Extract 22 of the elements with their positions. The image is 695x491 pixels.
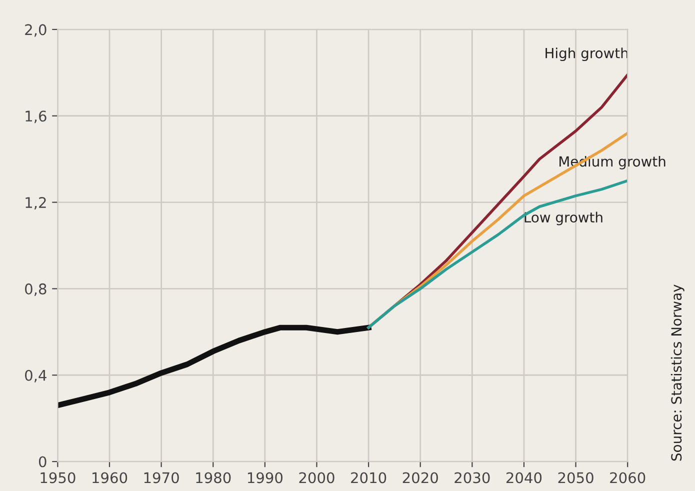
y-tick-label: 0,4	[25, 370, 46, 382]
series-label: High growth	[546, 48, 628, 62]
series-label: Low growth	[524, 212, 602, 226]
x-tick-label: 2040	[506, 472, 542, 484]
x-tick-label: 1950	[40, 472, 76, 484]
x-tick-label: 1970	[144, 472, 179, 484]
y-tick-label: 0	[38, 456, 46, 468]
source-note: Source: Statistics Norway	[670, 284, 684, 461]
x-tick-label: 2060	[610, 472, 646, 484]
y-tick-label: 1,2	[26, 197, 46, 210]
x-tick-label: 1960	[92, 472, 128, 484]
y-tick-label: 2,0	[25, 24, 46, 37]
x-tick-label: 2030	[454, 472, 490, 484]
x-tick-label: 2020	[402, 472, 438, 484]
x-tick-label: 1980	[196, 472, 231, 484]
x-tick-label: 2050	[558, 472, 594, 484]
y-tick-label: 1,6	[26, 110, 46, 124]
y-tick-label: 0,8	[25, 283, 46, 296]
x-tick-label: 2000	[299, 472, 334, 484]
x-tick-label: 2010	[351, 472, 386, 484]
x-tick-label: 1990	[248, 472, 283, 484]
line-series	[367, 179, 628, 329]
